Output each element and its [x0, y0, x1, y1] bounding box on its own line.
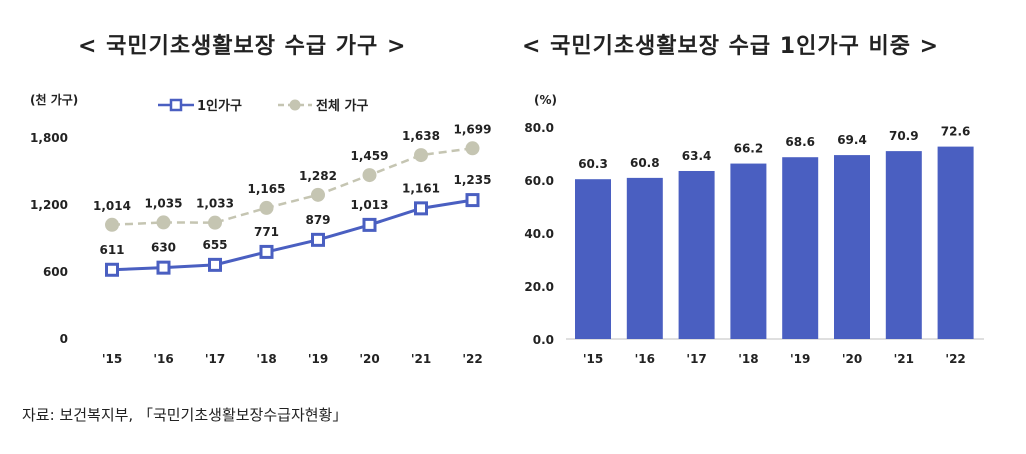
series-1inga-point — [465, 193, 480, 208]
line-x-tick-label: '20 — [359, 352, 379, 366]
series-1inga-point — [105, 262, 119, 277]
series-1inga-data-label: 1,161 — [402, 181, 440, 195]
series-total-data-label: 1,033 — [196, 197, 234, 211]
line-y-tick-label: 0 — [60, 332, 68, 346]
series-total-point — [156, 215, 171, 230]
bar-data-label: 60.3 — [578, 157, 608, 171]
series-1inga-line — [111, 198, 473, 272]
series-1inga-point — [362, 217, 377, 232]
bar — [678, 170, 715, 339]
series-total-point — [362, 168, 377, 183]
legend-marker-1inga — [169, 98, 183, 112]
line-x-tick-label: '21 — [411, 352, 431, 366]
bar — [730, 163, 767, 339]
bar-y-tick-label: 60.0 — [524, 174, 554, 188]
series-1inga-data-label: 1,235 — [454, 173, 492, 187]
source-note: 자료: 보건복지부, 「국민기초생활보장수급자현황」 — [22, 406, 348, 424]
legend-marker-total — [289, 99, 301, 111]
bar-data-label: 60.8 — [630, 156, 660, 170]
line-x-tick-label: '22 — [462, 352, 482, 366]
series-total-data-label: 1,165 — [248, 182, 286, 196]
series-1inga-point — [414, 201, 428, 216]
bar-y-axis-label: (%) — [534, 93, 557, 107]
line-x-tick-label: '16 — [153, 352, 173, 366]
line-y-tick-label: 1,800 — [30, 131, 68, 145]
series-total-data-label: 1,282 — [299, 169, 337, 183]
series-total-point — [414, 148, 428, 163]
series-1inga-point — [311, 232, 325, 247]
line-x-tick-label: '18 — [256, 352, 276, 366]
series-total-point — [105, 217, 119, 232]
bar-x-tick-label: '16 — [635, 352, 655, 366]
bar — [834, 155, 870, 339]
series-1inga-point — [259, 244, 274, 259]
bar-chart-title: < 국민기초생활보장 수급 1인가구 비중 > — [522, 34, 940, 59]
series-1inga-data-label: 771 — [254, 225, 279, 239]
bar-y-tick-label: 20.0 — [524, 280, 554, 294]
bar-x-tick-label: '15 — [583, 352, 603, 366]
series-1inga-data-label: 655 — [202, 238, 227, 252]
bar-x-tick-label: '17 — [686, 352, 706, 366]
line-y-tick-label: 1,200 — [30, 198, 68, 212]
series-total-data-label: 1,459 — [351, 149, 389, 163]
bar-x-tick-label: '19 — [790, 352, 810, 366]
line-x-tick-label: '15 — [102, 352, 122, 366]
line-y-axis-label: (천 가구) — [30, 92, 78, 107]
series-total-data-label: 1,014 — [93, 199, 131, 213]
series-1inga-data-label: 611 — [99, 243, 124, 257]
series-total-data-label: 1,035 — [145, 196, 183, 210]
series-total-line — [111, 147, 473, 227]
bar-y-tick-label: 0.0 — [533, 333, 554, 347]
series-total-point — [465, 141, 480, 156]
bar-y-tick-label: 40.0 — [524, 227, 554, 241]
line-y-tick-label: 600 — [43, 265, 68, 279]
legend-label-1inga: 1인가구 — [197, 98, 242, 114]
series-1inga-point — [208, 257, 222, 272]
series-total-point — [311, 187, 325, 202]
bar — [937, 146, 974, 339]
bar — [885, 151, 922, 339]
series-total-point — [259, 200, 274, 215]
series-1inga-data-label: 1,013 — [351, 198, 389, 212]
series-1inga-point — [156, 260, 171, 275]
bar-data-label: 66.2 — [734, 142, 764, 156]
bar-x-tick-label: '20 — [842, 352, 862, 366]
series-total-data-label: 1,638 — [402, 129, 440, 143]
line-x-tick-label: '17 — [205, 352, 225, 366]
series-total-point — [208, 215, 222, 230]
legend-label-total: 전체 가구 — [316, 98, 368, 114]
bar — [575, 179, 611, 339]
bar-data-label: 63.4 — [682, 149, 712, 163]
bar-data-label: 70.9 — [889, 129, 919, 143]
bar-data-label: 72.6 — [941, 125, 971, 139]
bar-x-tick-label: '22 — [945, 352, 965, 366]
bar-data-label: 69.4 — [837, 133, 867, 147]
bar-x-tick-label: '21 — [894, 352, 914, 366]
bar-data-label: 68.6 — [785, 135, 815, 149]
bar-x-tick-label: '18 — [738, 352, 758, 366]
series-total-data-label: 1,699 — [454, 122, 492, 136]
bar-y-tick-label: 80.0 — [524, 121, 554, 135]
bar — [782, 157, 819, 339]
line-chart-title: < 국민기초생활보장 수급 가구 > — [78, 34, 407, 59]
series-1inga-data-label: 879 — [305, 213, 330, 227]
line-x-tick-label: '19 — [308, 352, 328, 366]
bar — [626, 177, 663, 339]
series-1inga-data-label: 630 — [151, 241, 176, 255]
